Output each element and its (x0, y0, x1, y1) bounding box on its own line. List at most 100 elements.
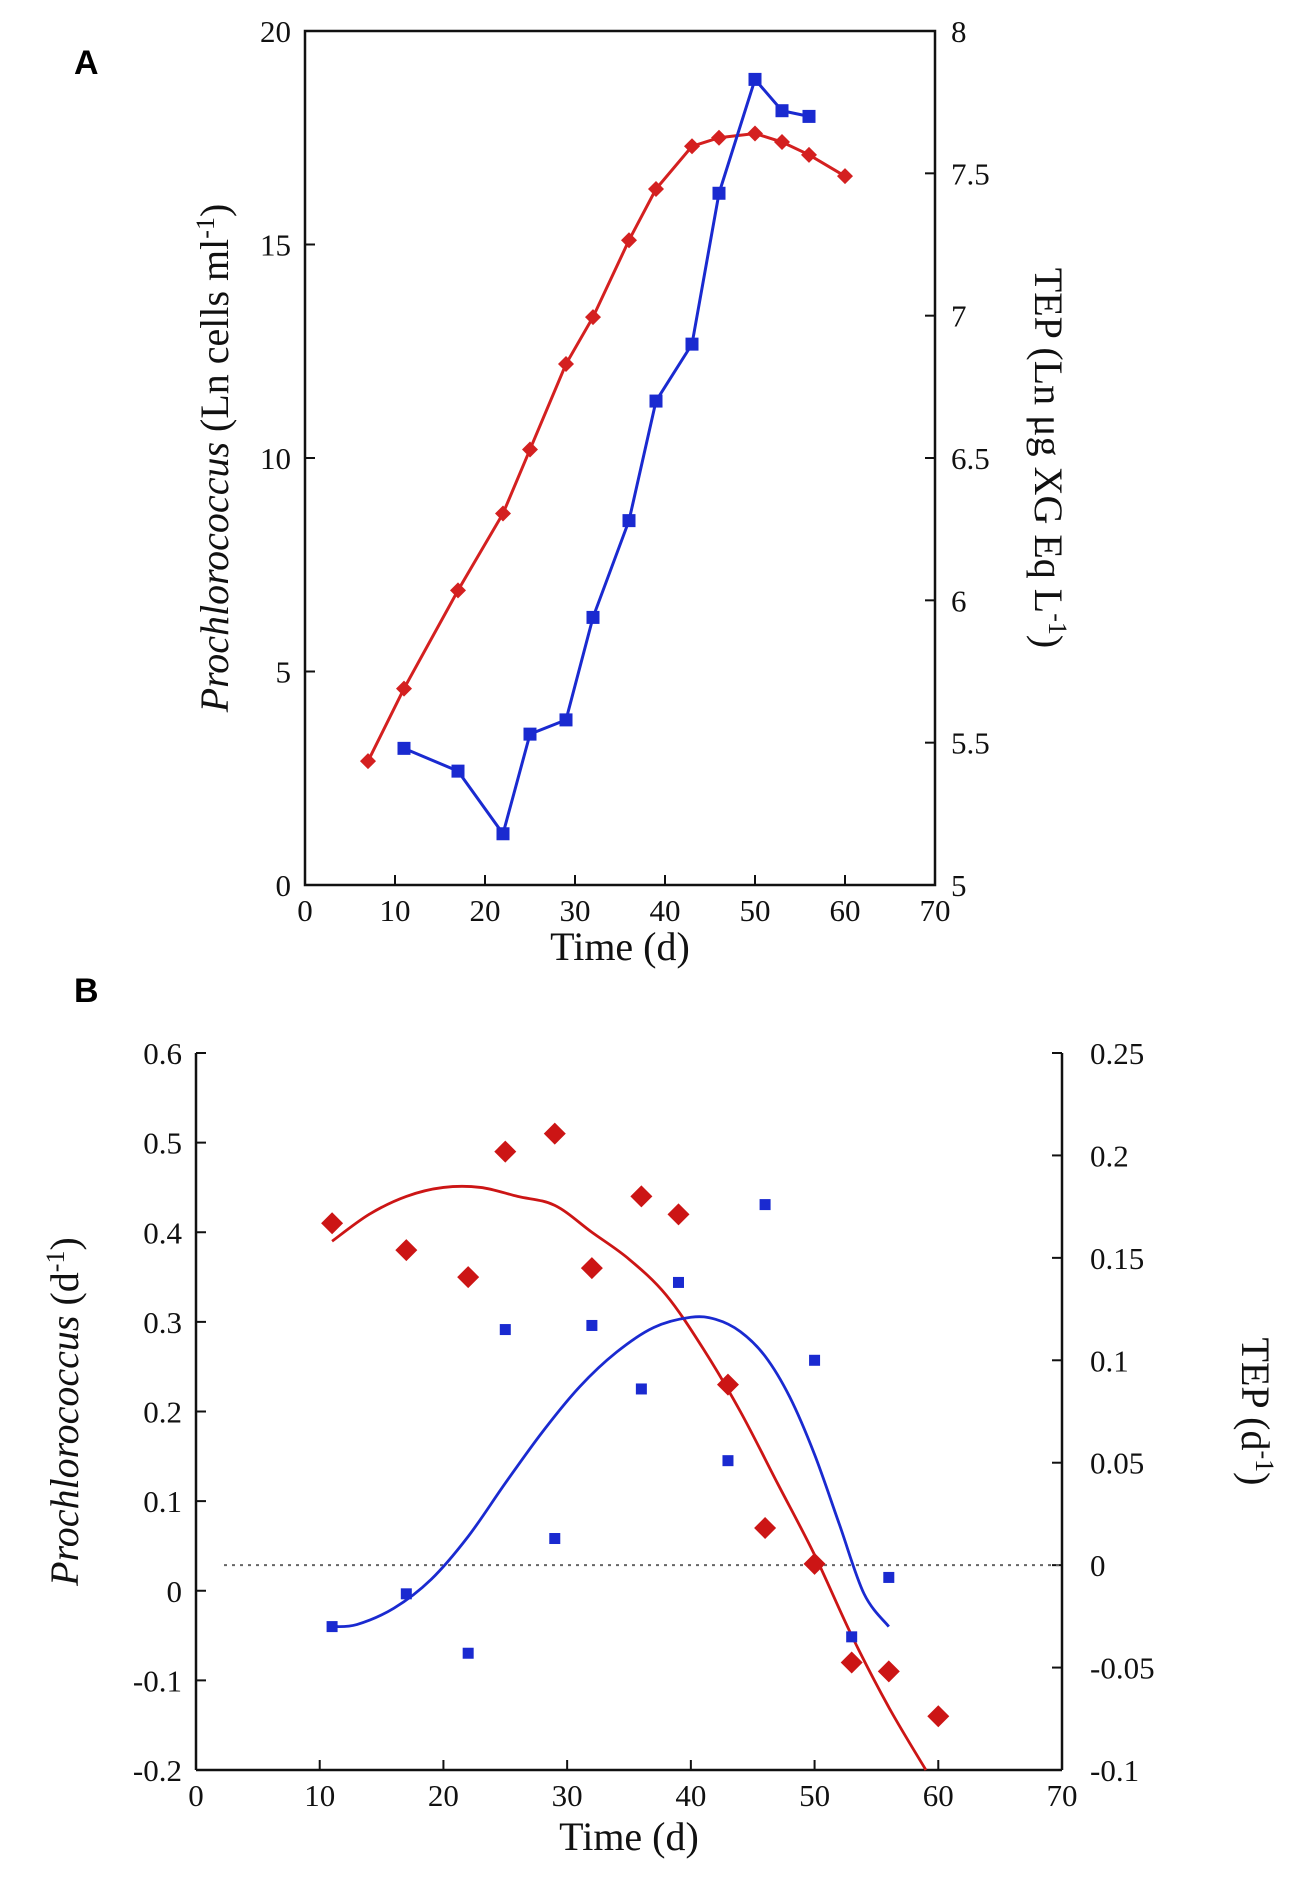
a-prochlorococcus-point (558, 356, 574, 373)
b-tep-point (722, 1455, 734, 1467)
b-y-left-tick-label: 0.3 (143, 1305, 182, 1340)
b-prochlorococcus-point (580, 1257, 603, 1280)
b-x-tick-label: 20 (428, 1778, 459, 1813)
a-prochlorococcus-point (801, 146, 817, 163)
a-x-tick-label: 40 (650, 893, 681, 928)
a-prochlorococcus-line (366, 131, 846, 762)
b-y-left-axis-title: Prochlorococcus (d-1) (41, 1237, 87, 1587)
a-y-left-tick-label: 20 (260, 14, 291, 49)
b-x-tick-label: 0 (188, 1778, 204, 1813)
a-y-right-tick-label: 7.5 (951, 156, 990, 191)
b-prochlorococcus-point (877, 1660, 900, 1683)
a-tep-point (622, 514, 636, 528)
b-y-right-tick-label: 0 (1090, 1548, 1106, 1583)
a-y-right-tick-label: 5 (951, 868, 967, 903)
b-y-right-title-close: ) (1233, 1472, 1278, 1485)
b-y-left-tick-label: -0.2 (133, 1753, 182, 1788)
b-y-left-tick-label: 0.1 (143, 1484, 182, 1519)
b-prochlorococcus-point (494, 1140, 517, 1163)
b-y-left-tick-label: 0.6 (143, 1036, 182, 1071)
a-tep-point (559, 713, 573, 727)
b-y-right-tick-label: 0.25 (1090, 1036, 1144, 1071)
a-prochlorococcus-point (837, 168, 853, 185)
b-x-axis-title: Time (d) (559, 1814, 699, 1859)
a-prochlorococcus-point (774, 134, 790, 151)
b-x-tick-label: 40 (675, 1778, 706, 1813)
b-prochlorococcus-point (803, 1552, 826, 1575)
panel-a-label: A (74, 44, 99, 82)
b-y-left-tick-label: 0.4 (143, 1215, 182, 1250)
a-tep-point (775, 104, 789, 118)
a-x-tick-label: 10 (380, 893, 411, 928)
a-prochlorococcus-point (648, 180, 664, 197)
a-prochlorococcus-point (450, 582, 466, 599)
a-x-tick-label: 0 (297, 893, 313, 928)
b-y-left-title-close: ) (42, 1237, 87, 1250)
b-tep-point (462, 1647, 474, 1659)
b-y-right-tick-label: 0.15 (1090, 1241, 1144, 1276)
a-prochlorococcus-point (522, 441, 538, 458)
b-prochlorococcus-point (754, 1517, 777, 1540)
b-y-left-tick-label: -0.1 (133, 1663, 182, 1698)
b-y-left-tick-label: 0.5 (143, 1126, 182, 1161)
b-prochlorococcus-point (321, 1212, 344, 1235)
panel-a-chart: 0 10 20 30 40 50 60 70 0 5 10 15 20 5 5.5 6 6.5 7 7.5 8 Time… (191, 14, 1072, 969)
b-y-right-tick-label: 0.1 (1090, 1343, 1129, 1378)
b-x-tick-label: 70 (1047, 1778, 1078, 1813)
b-tep-point (400, 1588, 412, 1600)
b-y-right-tick-label: -0.1 (1090, 1753, 1139, 1788)
panel-b-chart: 0 10 20 30 40 50 60 70 -0.2 -0.1 0 0.1 0.2 0.3 0.4 0.5 0… (41, 1036, 1279, 1859)
a-y-left-title-sup: -1 (191, 217, 220, 239)
a-y-right-tick-label: 5.5 (951, 726, 990, 761)
a-tep-point (712, 186, 726, 200)
a-y-right-tick-label: 8 (951, 14, 967, 49)
a-x-tick-label: 30 (560, 893, 591, 928)
b-y-left-tick-label: 0 (167, 1574, 183, 1609)
a-x-tick-label: 70 (920, 893, 951, 928)
b-x-tick-label: 60 (923, 1778, 954, 1813)
a-tep-line (403, 76, 810, 838)
b-y-left-tick-label: 0.2 (143, 1395, 182, 1430)
a-y-left-tick-label: 10 (260, 441, 291, 476)
a-prochlorococcus-point (360, 753, 376, 770)
b-prochlorococcus-point (667, 1203, 690, 1226)
b-y-right-title-sup: -1 (1250, 1450, 1279, 1472)
b-prochlorococcus-fit-curve (331, 1184, 928, 1771)
b-prochlorococcus-point (716, 1373, 739, 1396)
b-tep-point (883, 1571, 895, 1583)
b-x-tick-label: 30 (552, 1778, 583, 1813)
b-tep-point (759, 1199, 771, 1211)
b-prochlorococcus-point (927, 1705, 950, 1728)
b-prochlorococcus-point (395, 1239, 418, 1262)
b-prochlorococcus-point (457, 1266, 480, 1289)
b-tep-point (809, 1354, 821, 1366)
a-y-right-tick-label: 6.5 (951, 441, 990, 476)
b-y-right-title-main: TEP (d (1233, 1338, 1278, 1451)
a-y-left-tick-label: 5 (276, 655, 292, 690)
a-x-tick-label: 60 (830, 893, 861, 928)
b-prochlorococcus-point (840, 1651, 863, 1674)
b-tep-fit-curve (331, 1315, 890, 1629)
a-x-axis-title: Time (d) (550, 924, 690, 969)
b-tep-point (846, 1631, 858, 1643)
a-prochlorococcus-point (585, 309, 601, 326)
a-y-left-axis-title: Prochlorococcus (Ln cells ml-1) (191, 204, 237, 714)
a-tep-point (748, 72, 762, 86)
a-tep-point (586, 610, 600, 624)
a-tep-point (496, 827, 510, 841)
a-y-left-tick-label: 15 (260, 228, 291, 263)
a-y-left-title-close: ) (192, 204, 237, 217)
b-tep-point (549, 1533, 561, 1545)
a-x-tick-label: 20 (470, 893, 501, 928)
b-y-right-axis-title: TEP (d-1) (1233, 1338, 1279, 1486)
a-y-right-title-close: ) (1026, 635, 1071, 648)
b-prochlorococcus-point (543, 1122, 566, 1145)
b-y-right-tick-label: 0.2 (1090, 1138, 1129, 1173)
b-tep-point (499, 1324, 511, 1336)
a-y-left-title-rest: (Ln cells ml (192, 239, 237, 442)
a-tep-point (523, 727, 537, 741)
a-tep-point (685, 337, 699, 351)
b-y-left-title-sup: -1 (41, 1251, 70, 1273)
b-y-right-tick-label: 0.05 (1090, 1446, 1144, 1481)
